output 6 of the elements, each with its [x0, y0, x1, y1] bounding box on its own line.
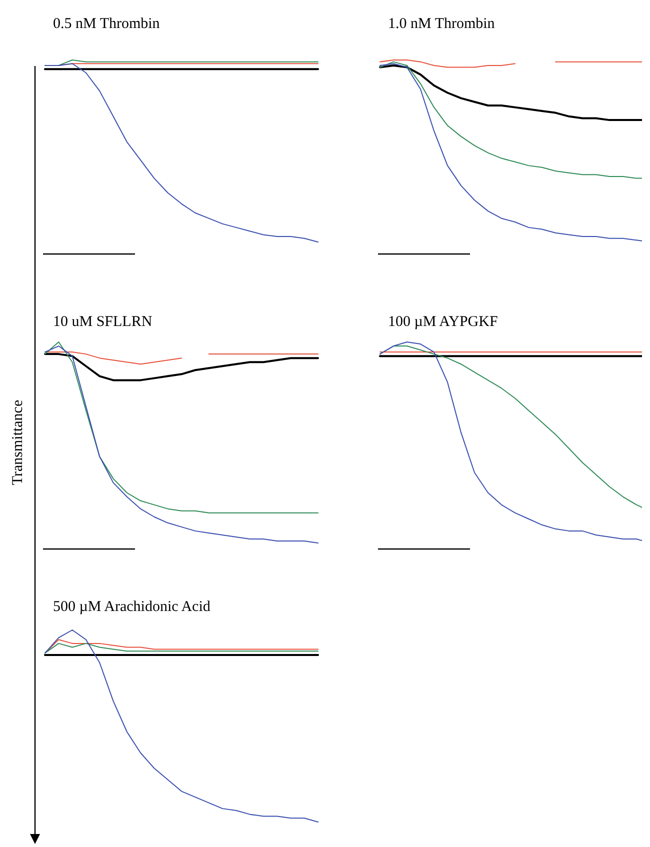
chart-title: 1.0 nM Thrombin [388, 16, 496, 32]
y-axis-title: Transmittance [10, 400, 26, 486]
chart-title: 100 µM AYPGKF [388, 314, 498, 330]
chart-title: 0.5 nM Thrombin [53, 16, 160, 32]
chart-title: 500 µM Arachidonic Acid [53, 599, 211, 615]
chart-title: 10 uM SFLLRN [53, 314, 152, 330]
